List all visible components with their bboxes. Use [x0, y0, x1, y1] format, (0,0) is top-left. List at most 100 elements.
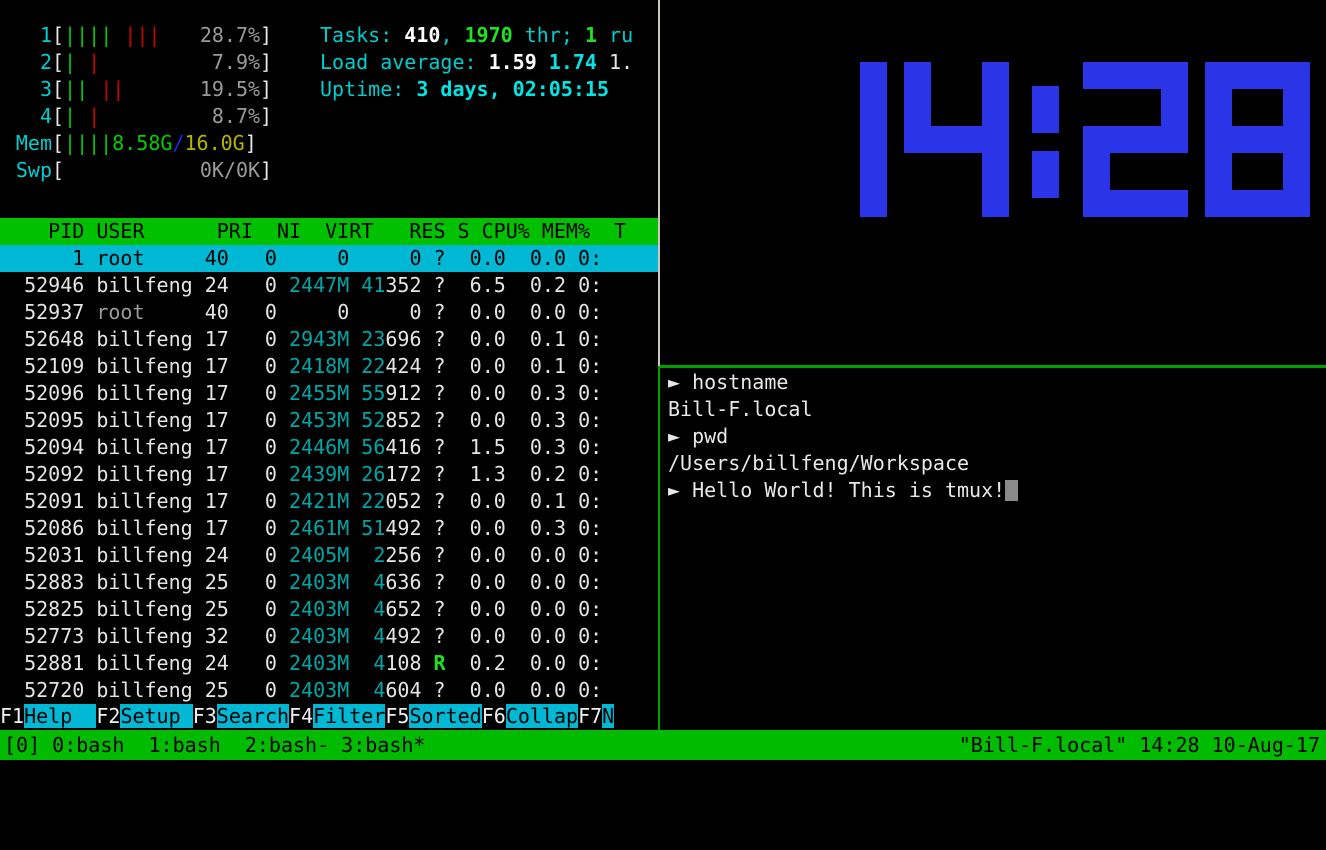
load-average-line: Load average: 1.59 1.74 1.: [320, 49, 658, 76]
cell-time: 0:: [566, 543, 603, 567]
htop-pane[interactable]: 1[|||| ||| 28.7%] 2[| | 7.9%] 3[|| || 19.5%…: [0, 0, 658, 730]
meter-bracket-close: ]: [260, 158, 273, 182]
fkey-label-f1[interactable]: Help: [24, 704, 97, 728]
fkey-f6[interactable]: F6: [481, 704, 506, 728]
cell-res: 4636: [373, 570, 422, 594]
text-cursor: [1005, 480, 1019, 501]
cell-mem: 0.1: [505, 489, 567, 513]
cell-user: billfeng: [84, 543, 205, 567]
cell-ni: 0: [228, 327, 277, 351]
cell-virt: 2446M: [276, 435, 350, 459]
fkey-label-f2[interactable]: Setup: [120, 704, 193, 728]
pane-divider-vertical-top[interactable]: [658, 0, 660, 366]
cell-res: 4652: [373, 597, 422, 621]
pane-divider-horizontal[interactable]: [660, 365, 1326, 368]
process-table[interactable]: PID USER PRI NI VIRT RES S CPU% MEM% T 1…: [0, 218, 658, 704]
cpu-meter-label: 2: [39, 50, 52, 74]
cell-res: 56416: [361, 435, 422, 459]
cpu-meter-label: 4: [39, 104, 52, 128]
tmux-clock-pane[interactable]: [661, 0, 1326, 365]
table-row[interactable]: 1 root 40 0 0 0 ? 0.0 0.0 0:: [0, 245, 658, 272]
fkey-label-f6[interactable]: Collap: [505, 704, 579, 728]
fkey-f4[interactable]: F4: [289, 704, 314, 728]
threads-count: 1970: [464, 23, 513, 47]
cell-pri: 40: [204, 246, 229, 270]
cell-time: 0:: [566, 489, 603, 513]
fkey-f1[interactable]: F1: [0, 704, 25, 728]
table-row[interactable]: 52946 billfeng 24 0 2447M 41352 ? 6.5 0.…: [0, 272, 658, 299]
process-table-header[interactable]: PID USER PRI NI VIRT RES S CPU% MEM% T: [0, 218, 658, 245]
cell-pid: 52094: [0, 435, 85, 459]
cell-res: 22052: [361, 489, 422, 513]
fkey-f7[interactable]: F7: [578, 704, 603, 728]
process-table-body[interactable]: 1 root 40 0 0 0 ? 0.0 0.0 0: 52946 billf…: [0, 245, 658, 704]
table-row[interactable]: 52720 billfeng 25 0 2403M 4604 ? 0.0 0.0…: [0, 677, 658, 704]
clock-digit-8: [1205, 62, 1310, 217]
table-row[interactable]: 52109 billfeng 17 0 2418M 22424 ? 0.0 0.…: [0, 353, 658, 380]
table-row[interactable]: 52095 billfeng 17 0 2453M 52852 ? 0.0 0.…: [0, 407, 658, 434]
load-label: Load average:: [320, 50, 489, 74]
fkey-label-f4[interactable]: Filter: [313, 704, 386, 728]
cell-ni: 0: [228, 597, 277, 621]
cell-ni: 0: [228, 462, 277, 486]
cell-ni: 0: [228, 543, 277, 567]
cell-pid: 52883: [0, 570, 85, 594]
table-row[interactable]: 52825 billfeng 25 0 2403M 4652 ? 0.0 0.0…: [0, 596, 658, 623]
meter-bracket-close: ]: [260, 50, 273, 74]
clock-digit-2: [1083, 62, 1188, 217]
cell-time: 0:: [566, 381, 603, 405]
table-row[interactable]: 52883 billfeng 25 0 2403M 4636 ? 0.0 0.0…: [0, 569, 658, 596]
cell-mem: 0.1: [505, 327, 567, 351]
fkey-label-f3[interactable]: Search: [216, 704, 290, 728]
pane-divider-vertical-bottom[interactable]: [658, 366, 660, 730]
cell-res: 4604: [373, 678, 422, 702]
cell-pid: 52109: [0, 354, 85, 378]
tmux-status-right: "Bill-F.local" 14:28 10-Aug-17: [958, 733, 1320, 757]
table-row[interactable]: 52773 billfeng 32 0 2403M 4492 ? 0.0 0.0…: [0, 623, 658, 650]
prompt-arrow-icon: ►: [668, 478, 693, 502]
cell-ni: 0: [228, 273, 277, 297]
cell-user: billfeng: [84, 489, 205, 513]
cell-pid: 52825: [0, 597, 85, 621]
fkey-f3[interactable]: F3: [192, 704, 217, 728]
mem-separator: /: [172, 131, 185, 155]
load-15min: 1.: [609, 50, 634, 74]
cpu-meter-2: 2[| | 7.9%]: [0, 49, 658, 76]
fkey-label-f5[interactable]: Sorted: [409, 704, 482, 728]
cell-virt: 2461M: [276, 516, 350, 540]
shell-pane[interactable]: ► hostname Bill-F.local ► pwd/Users/billfe…: [662, 369, 1326, 730]
shell-text: pwd: [692, 424, 729, 448]
tmux-window-list[interactable]: [0] 0:bash 1:bash 2:bash- 3:bash*: [4, 733, 426, 757]
table-row[interactable]: 52937 root 40 0 0 0 ? 0.0 0.0 0:: [0, 299, 658, 326]
fkey-f5[interactable]: F5: [385, 704, 410, 728]
cell-cpu: 0.0: [445, 570, 506, 594]
cell-mem: 0.2: [505, 462, 567, 486]
table-row[interactable]: 52092 billfeng 17 0 2439M 26172 ? 1.3 0.…: [0, 461, 658, 488]
meter-bracket-open: [: [52, 158, 65, 182]
htop-function-key-bar[interactable]: F1Help F2Setup F3SearchF4FilterF5SortedF…: [0, 703, 658, 730]
table-row[interactable]: 52031 billfeng 24 0 2405M 2256 ? 0.0 0.0…: [0, 542, 658, 569]
cell-mem: 0.0: [505, 597, 567, 621]
table-row[interactable]: 52086 billfeng 17 0 2461M 51492 ? 0.0 0.…: [0, 515, 658, 542]
cell-virt: 2453M: [276, 408, 350, 432]
table-row[interactable]: 52648 billfeng 17 0 2943M 23696 ? 0.0 0.…: [0, 326, 658, 353]
table-row[interactable]: 52096 billfeng 17 0 2455M 55912 ? 0.0 0.…: [0, 380, 658, 407]
shell-output-line: /Users/billfeng/Workspace: [668, 450, 1326, 477]
fkey-f2[interactable]: F2: [96, 704, 121, 728]
cell-pid: 52720: [0, 678, 85, 702]
cell-time: 0:: [566, 624, 603, 648]
htop-summary-area: Tasks: 410, 1970 thr; 1 ru Load average:…: [320, 22, 658, 103]
cell-user: root: [84, 246, 205, 270]
table-row[interactable]: 52091 billfeng 17 0 2421M 22052 ? 0.0 0.…: [0, 488, 658, 515]
table-row[interactable]: 52094 billfeng 17 0 2446M 56416 ? 1.5 0.…: [0, 434, 658, 461]
meter-bracket-open: [: [52, 23, 65, 47]
cell-ni: 0: [228, 300, 277, 324]
meter-bracket-close: ]: [260, 23, 273, 47]
tmux-status-bar[interactable]: [0] 0:bash 1:bash 2:bash- 3:bash* "Bill-…: [0, 730, 1326, 760]
table-row[interactable]: 52881 billfeng 24 0 2403M 4108 R 0.2 0.0…: [0, 650, 658, 677]
cell-ni: 0: [228, 381, 277, 405]
fkey-label-f7[interactable]: N: [602, 704, 615, 728]
cell-time: 0:: [566, 408, 603, 432]
cell-res: 4108: [373, 651, 422, 675]
cell-mem: 0.0: [505, 678, 567, 702]
